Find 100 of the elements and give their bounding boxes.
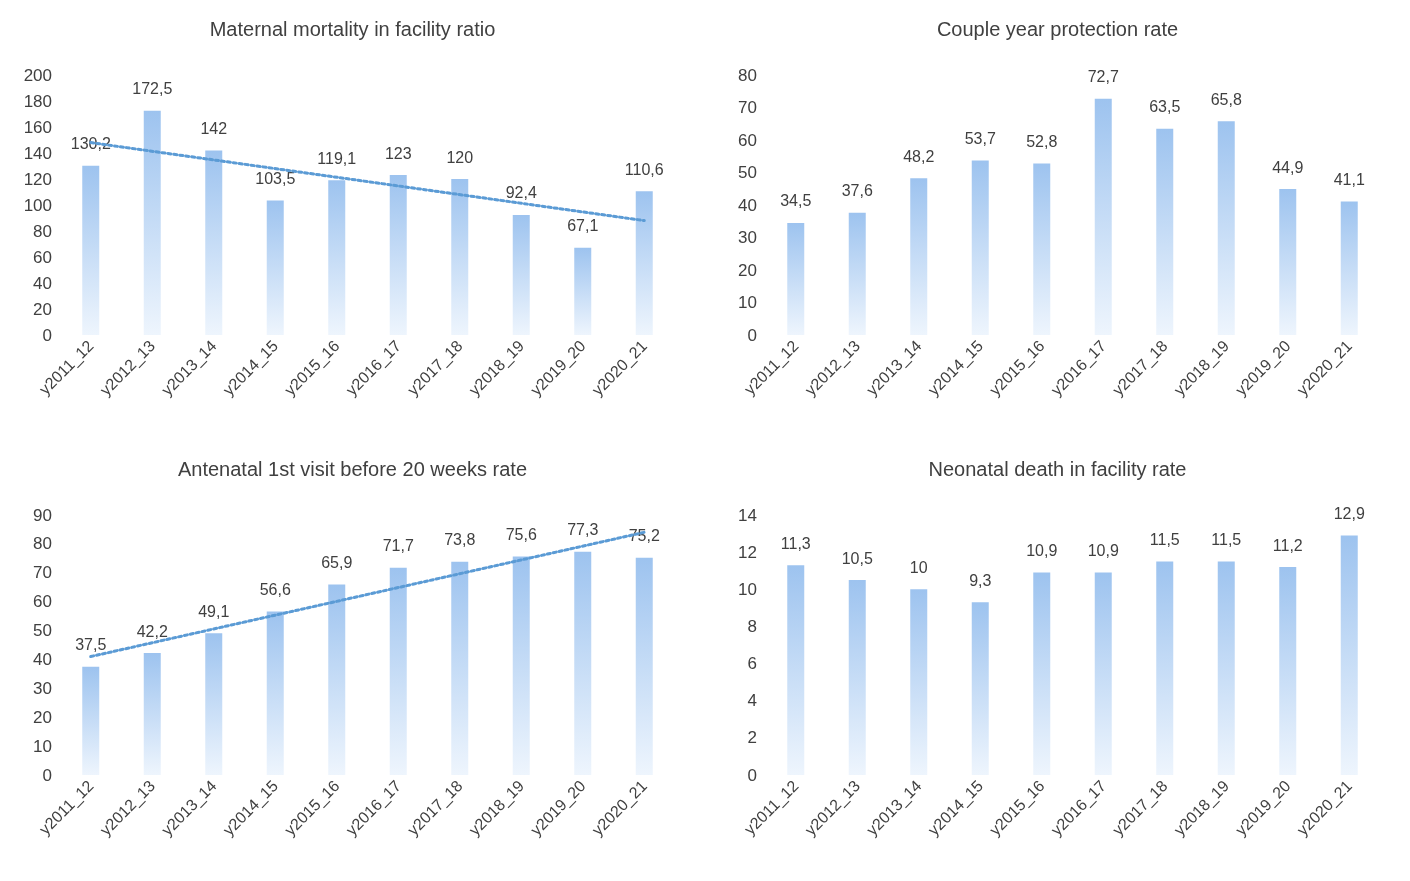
y-tick-label: 20 bbox=[33, 299, 52, 319]
y-tick-label: 60 bbox=[33, 247, 52, 267]
y-tick-label: 40 bbox=[738, 195, 757, 215]
chart-title: Neonatal death in facility rate bbox=[928, 458, 1187, 480]
bar bbox=[1340, 201, 1358, 335]
y-tick-label: 80 bbox=[33, 534, 52, 554]
data-label: 119,1 bbox=[317, 149, 357, 167]
y-tick-label: 140 bbox=[23, 143, 52, 163]
bar bbox=[82, 165, 100, 335]
y-tick-label: 160 bbox=[23, 117, 52, 137]
data-label: 75,6 bbox=[505, 526, 537, 544]
bar bbox=[328, 180, 346, 335]
bar bbox=[82, 666, 100, 775]
data-label: 130,2 bbox=[70, 135, 111, 153]
data-label: 67,1 bbox=[567, 217, 599, 235]
y-tick-label: 0 bbox=[42, 325, 52, 345]
y-tick-label: 4 bbox=[747, 691, 757, 711]
bar bbox=[1279, 567, 1297, 775]
y-tick-label: 200 bbox=[23, 65, 52, 85]
data-label: 73,8 bbox=[444, 531, 476, 549]
data-label: 48,2 bbox=[903, 147, 935, 165]
bar bbox=[1156, 561, 1174, 775]
bar bbox=[328, 584, 346, 775]
bar bbox=[1340, 535, 1358, 775]
bar bbox=[910, 178, 928, 335]
data-label: 41,1 bbox=[1333, 170, 1365, 188]
data-label: 44,9 bbox=[1272, 158, 1304, 176]
bar bbox=[451, 561, 469, 775]
bar bbox=[205, 633, 223, 775]
bar bbox=[143, 110, 161, 335]
y-tick-label: 0 bbox=[747, 765, 757, 785]
bar bbox=[1279, 189, 1297, 335]
y-tick-label: 180 bbox=[23, 91, 52, 111]
bar bbox=[143, 653, 161, 775]
y-tick-label: 40 bbox=[33, 649, 52, 669]
y-tick-label: 60 bbox=[33, 592, 52, 612]
y-tick-label: 100 bbox=[23, 195, 52, 215]
y-tick-label: 30 bbox=[33, 678, 52, 698]
y-tick-label: 90 bbox=[33, 505, 52, 525]
bar bbox=[910, 589, 928, 775]
bar bbox=[451, 179, 469, 335]
data-label: 172,5 bbox=[132, 80, 173, 98]
y-tick-label: 8 bbox=[747, 616, 757, 636]
y-tick-label: 80 bbox=[33, 221, 52, 241]
data-label: 110,6 bbox=[624, 160, 664, 178]
y-tick-label: 40 bbox=[33, 273, 52, 293]
bar bbox=[512, 214, 530, 335]
bar bbox=[266, 200, 284, 335]
bar bbox=[971, 602, 989, 775]
bar bbox=[787, 565, 805, 775]
data-label: 37,6 bbox=[841, 182, 873, 200]
bar bbox=[1033, 572, 1051, 775]
data-label: 103,5 bbox=[255, 169, 296, 187]
data-label: 11,2 bbox=[1272, 536, 1303, 554]
chart-title: Antenatal 1st visit before 20 weeks rate bbox=[177, 458, 528, 480]
bar bbox=[1094, 572, 1112, 775]
y-tick-label: 120 bbox=[23, 169, 52, 189]
data-label: 34,5 bbox=[780, 192, 812, 210]
y-tick-label: 12 bbox=[738, 542, 757, 562]
bar bbox=[389, 175, 407, 335]
data-label: 56,6 bbox=[259, 580, 291, 598]
y-tick-label: 30 bbox=[738, 228, 757, 247]
y-tick-label: 50 bbox=[33, 621, 52, 641]
data-label: 92,4 bbox=[505, 184, 537, 202]
y-tick-label: 0 bbox=[42, 765, 52, 785]
y-tick-label: 2 bbox=[747, 728, 757, 748]
data-label: 142 bbox=[200, 119, 228, 137]
data-label: 10 bbox=[909, 558, 928, 576]
y-tick-label: 20 bbox=[738, 260, 757, 280]
data-label: 10,5 bbox=[841, 549, 873, 567]
bar bbox=[389, 567, 407, 775]
bar bbox=[635, 191, 653, 335]
data-label: 65,9 bbox=[321, 554, 353, 572]
bar bbox=[574, 551, 592, 775]
data-label: 123 bbox=[384, 144, 412, 162]
data-label: 12,9 bbox=[1333, 504, 1365, 522]
y-tick-label: 10 bbox=[33, 736, 52, 756]
data-label: 53,7 bbox=[964, 129, 996, 147]
bar bbox=[1156, 128, 1174, 335]
y-tick-label: 0 bbox=[747, 325, 757, 345]
data-label: 9,3 bbox=[969, 571, 992, 589]
y-tick-label: 60 bbox=[738, 130, 757, 150]
y-tick-label: 14 bbox=[738, 505, 757, 525]
y-tick-label: 50 bbox=[738, 163, 757, 182]
y-tick-label: 10 bbox=[738, 579, 757, 599]
chart-title: Couple year protection rate bbox=[936, 18, 1179, 40]
data-label: 65,8 bbox=[1210, 90, 1242, 108]
bar bbox=[1033, 163, 1051, 335]
bar bbox=[635, 557, 653, 775]
y-tick-label: 6 bbox=[747, 654, 757, 674]
data-label: 75,2 bbox=[628, 527, 660, 545]
data-label: 52,8 bbox=[1026, 132, 1058, 150]
bar bbox=[1217, 561, 1235, 775]
data-label: 77,3 bbox=[567, 521, 599, 539]
data-label: 11,5 bbox=[1211, 530, 1242, 548]
bar bbox=[1217, 121, 1235, 335]
data-label: 120 bbox=[446, 148, 474, 166]
data-label: 37,5 bbox=[75, 636, 107, 654]
data-label: 63,5 bbox=[1149, 98, 1181, 116]
data-label: 49,1 bbox=[198, 602, 230, 620]
